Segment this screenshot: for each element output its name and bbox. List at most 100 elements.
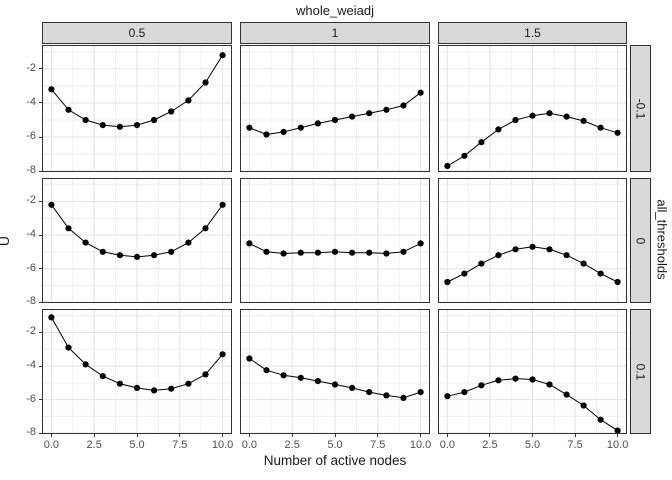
data-point [461, 152, 468, 159]
data-point [65, 225, 72, 232]
y-axis-tick [39, 268, 42, 270]
y-axis-tick-label: -2 [26, 61, 36, 74]
y-axis-tick-label: -2 [26, 194, 36, 207]
data-point [185, 380, 192, 387]
data-point [478, 260, 485, 267]
data-point [614, 129, 621, 136]
data-point [263, 131, 270, 138]
data-point [151, 252, 158, 259]
data-point [219, 351, 226, 358]
x-axis-tick-label: 2.5 [86, 439, 102, 451]
data-point [185, 97, 192, 104]
plot-title: whole_weiadj [295, 3, 375, 18]
data-point [185, 239, 192, 246]
y-axis-tick-label: -6 [26, 392, 36, 405]
data-point [546, 110, 553, 117]
data-point [48, 86, 55, 93]
panel-row0-col2 [438, 45, 627, 172]
x-axis-tick-label: 10.0 [211, 439, 234, 451]
data-point [202, 225, 209, 232]
data-point [151, 387, 158, 394]
data-point [168, 248, 175, 255]
data-point [529, 243, 536, 250]
y-axis-tick-label: -8 [26, 426, 36, 439]
y-axis-tick [39, 432, 42, 434]
y-axis-tick [39, 200, 42, 202]
data-point [263, 367, 270, 374]
data-point [202, 371, 209, 378]
panel-row1-col1 [240, 178, 430, 303]
x-axis-tick-label: 10.0 [409, 439, 432, 451]
data-point [400, 248, 407, 255]
data-point [563, 113, 570, 120]
data-point [263, 248, 270, 255]
data-point [417, 240, 424, 247]
x-axis-tick [291, 434, 293, 437]
data-point [168, 108, 175, 115]
data-point [246, 355, 253, 362]
data-point [349, 113, 356, 120]
data-point [495, 377, 502, 384]
data-point [597, 124, 604, 131]
data-point [417, 89, 424, 96]
data-point [65, 344, 72, 351]
x-axis-tick-label: 5.0 [129, 439, 145, 451]
panel-row2-col1 [240, 309, 430, 434]
data-point [219, 52, 226, 59]
data-point [82, 361, 89, 368]
data-point [417, 389, 424, 396]
facet-row-strip: 0.1 [630, 309, 651, 434]
data-point [512, 116, 519, 124]
data-point [82, 239, 89, 246]
panel-row0-col1 [240, 45, 430, 172]
y-axis-tick [39, 234, 42, 236]
data-point [512, 246, 519, 253]
panel-row1-col0 [42, 178, 232, 303]
data-point [563, 391, 570, 398]
data-point [297, 124, 304, 131]
data-point [219, 201, 226, 208]
data-point [314, 378, 321, 385]
data-point [580, 117, 587, 124]
facet-row-strip: -0.1 [630, 45, 651, 172]
facet-col-strip-label: 0.5 [128, 26, 146, 40]
data-point [246, 240, 253, 247]
panel-row0-col0 [42, 45, 232, 172]
x-axis-tick [136, 434, 138, 437]
data-point [383, 392, 390, 399]
data-point [366, 110, 373, 117]
y-axis-tick [39, 170, 42, 172]
x-axis-tick-label: 0.0 [241, 439, 258, 451]
x-axis-tick [248, 434, 250, 437]
data-point [280, 128, 287, 135]
y-axis-tick-label: -4 [26, 228, 36, 241]
data-point [597, 416, 604, 423]
y-axis-tick-label: -8 [26, 164, 36, 177]
data-point [383, 250, 390, 257]
x-axis-tick-label: 7.5 [567, 439, 583, 451]
x-axis-tick [334, 434, 336, 437]
data-point [512, 375, 519, 382]
facet-col-strip: 1 [240, 22, 430, 44]
x-axis-tick [50, 434, 52, 437]
data-point [151, 116, 158, 124]
data-point [280, 372, 287, 379]
facet-col-strip: 0.5 [42, 22, 232, 44]
facet-row-strip-label: -0.1 [633, 98, 648, 119]
y-axis-tick [39, 136, 42, 138]
data-point [461, 270, 468, 277]
data-point [383, 106, 390, 113]
y-axis-tick [39, 68, 42, 70]
data-point [48, 201, 55, 208]
data-point [366, 249, 373, 256]
x-axis-tick [617, 434, 619, 437]
x-axis-tick-label: 2.5 [284, 439, 300, 451]
data-point [133, 122, 141, 129]
data-point [444, 162, 451, 170]
data-point [168, 385, 175, 392]
data-point [444, 278, 451, 286]
x-axis-tick [222, 434, 224, 437]
data-point [202, 79, 209, 86]
data-point [133, 384, 141, 391]
data-point [349, 249, 356, 256]
